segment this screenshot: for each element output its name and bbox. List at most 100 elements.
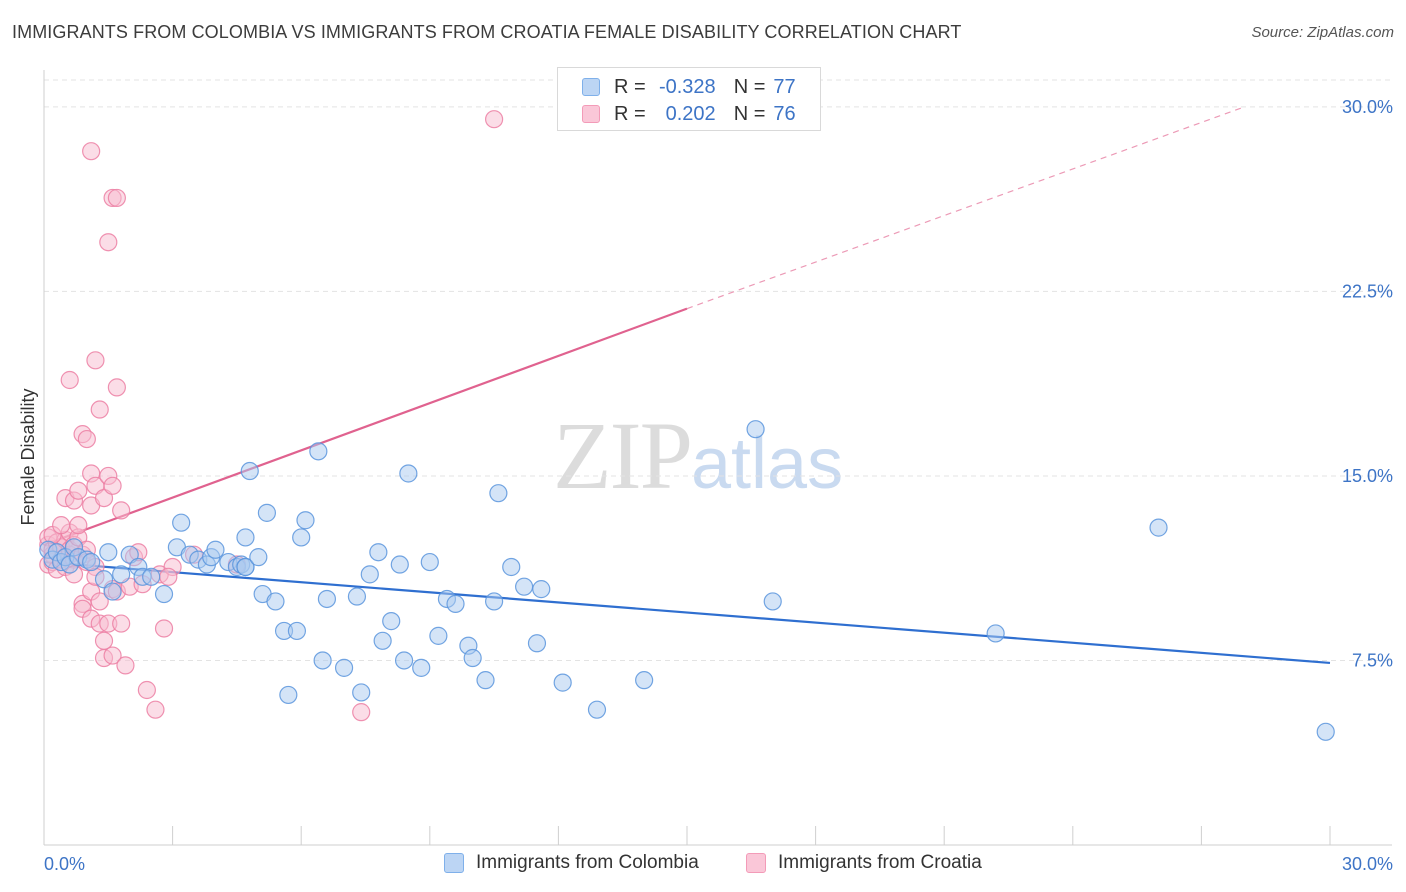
data-point <box>502 557 521 577</box>
data-point <box>107 188 126 208</box>
legend-n-value-croatia: 76 <box>773 102 796 125</box>
series-colombia <box>39 420 1335 741</box>
data-point <box>279 685 298 705</box>
data-point <box>99 233 118 252</box>
data-point <box>553 673 572 692</box>
data-point <box>463 648 482 668</box>
data-point <box>309 442 328 461</box>
data-point <box>1316 722 1335 741</box>
data-point <box>527 634 547 653</box>
data-point <box>154 584 174 604</box>
watermark-atlas: atlas <box>691 424 844 504</box>
data-point <box>763 592 782 611</box>
source-label: Source: ZipAtlas.com <box>1251 24 1394 41</box>
trend-line-croatia-extension <box>686 106 1245 310</box>
data-point <box>476 671 495 690</box>
axes <box>43 70 1392 846</box>
data-point <box>485 110 504 129</box>
data-point <box>746 420 765 439</box>
x-tick-label-max: 30.0% <box>1342 854 1393 874</box>
legend-row-colombia: R = -0.328 N = 77 <box>582 75 796 99</box>
data-point <box>296 511 315 530</box>
data-point <box>317 589 337 609</box>
data-point <box>69 516 88 535</box>
y-tick-label: 30.0% <box>1342 97 1393 117</box>
axis-labels: 7.5% 15.0% 22.5% 30.0% 0.0% 30.0% Female Disab… <box>18 97 1393 874</box>
y-tick-label: 7.5% <box>1352 650 1393 670</box>
legend-n-label: N = <box>733 102 766 125</box>
data-point <box>60 370 79 390</box>
data-point <box>146 700 165 719</box>
trend-line-croatia <box>43 307 688 546</box>
legend-label-colombia: Immigrants from Colombia <box>476 852 699 873</box>
data-point <box>986 624 1005 643</box>
data-point <box>116 656 135 675</box>
data-point <box>236 528 255 547</box>
data-point <box>485 592 504 611</box>
data-point <box>206 540 225 559</box>
legend-r-value-croatia: 0.202 <box>665 102 716 125</box>
data-point <box>1149 518 1168 537</box>
stats-legend: R = -0.328 N = 77 R = 0.202 N = 76 <box>557 67 821 131</box>
data-point <box>103 646 122 665</box>
data-points <box>39 110 1335 741</box>
data-point <box>313 651 332 670</box>
data-point <box>86 351 105 370</box>
data-point <box>236 557 255 577</box>
legend-r-label: R = <box>614 102 646 125</box>
y-tick-label: 15.0% <box>1342 466 1393 486</box>
data-point <box>90 400 109 419</box>
data-point <box>292 528 311 547</box>
data-point <box>82 552 101 572</box>
data-point <box>390 555 409 574</box>
legend-r-label: R = <box>614 75 646 98</box>
data-point <box>52 516 71 535</box>
legend-row-croatia: R = 0.202 N = 76 <box>582 102 796 126</box>
data-point <box>82 142 101 161</box>
data-point <box>347 587 367 606</box>
data-point <box>112 501 131 520</box>
data-point <box>107 378 126 397</box>
data-point <box>137 680 156 700</box>
data-point <box>399 464 418 483</box>
data-point <box>266 592 285 611</box>
data-point <box>94 488 114 508</box>
data-point <box>287 621 307 641</box>
data-point <box>172 513 191 532</box>
legend-swatch-croatia <box>582 105 600 123</box>
data-point <box>120 545 139 564</box>
legend-r-value-colombia: -0.328 <box>658 75 716 98</box>
data-point <box>249 548 268 567</box>
watermark-zip: ZIP <box>553 402 693 509</box>
data-point <box>373 631 392 650</box>
data-point <box>515 577 534 596</box>
data-point <box>360 565 379 584</box>
data-point <box>635 671 654 690</box>
data-point <box>94 570 114 589</box>
watermark: ZIPatlas <box>553 400 843 511</box>
data-point <box>382 612 401 631</box>
data-point <box>154 619 174 638</box>
data-point <box>420 552 439 572</box>
legend-swatch-colombia <box>444 853 464 873</box>
data-point <box>69 481 88 500</box>
legend-item-colombia: Immigrants from Colombia <box>444 852 699 874</box>
data-point <box>257 503 277 522</box>
data-point <box>587 700 607 719</box>
trend-line-colombia <box>43 560 1331 665</box>
data-point <box>94 631 114 650</box>
data-point <box>489 484 508 503</box>
data-point <box>446 594 465 613</box>
data-point <box>103 582 122 601</box>
data-point <box>103 476 122 495</box>
data-point <box>369 543 388 562</box>
data-point <box>112 614 131 633</box>
y-axis-title: Female Disability <box>18 388 38 525</box>
legend-swatch-croatia <box>746 853 766 873</box>
data-point <box>352 703 371 722</box>
data-point <box>532 580 551 599</box>
x-tick-label-min: 0.0% <box>44 854 85 874</box>
legend-label-croatia: Immigrants from Croatia <box>778 852 982 873</box>
legend-swatch-colombia <box>582 78 600 96</box>
data-point <box>394 651 414 670</box>
